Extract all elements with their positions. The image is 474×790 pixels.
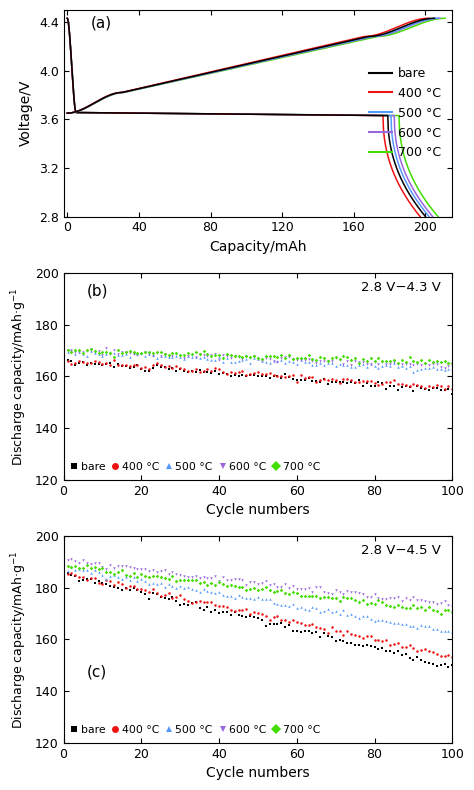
X-axis label: Cycle numbers: Cycle numbers <box>206 766 310 781</box>
Text: (c): (c) <box>87 664 107 679</box>
Y-axis label: Discharge capacity/mAh·g$^{-1}$: Discharge capacity/mAh·g$^{-1}$ <box>10 550 29 728</box>
Legend: bare, 400 °C, 500 °C, 600 °C, 700 °C: bare, 400 °C, 500 °C, 600 °C, 700 °C <box>69 460 322 474</box>
Text: (b): (b) <box>87 283 109 298</box>
Text: 2.8 V−4.5 V: 2.8 V−4.5 V <box>361 544 441 557</box>
Y-axis label: Voltage/V: Voltage/V <box>19 80 33 146</box>
Legend: bare, 400 °C, 500 °C, 600 °C, 700 °C: bare, 400 °C, 500 °C, 600 °C, 700 °C <box>69 723 322 737</box>
Text: (a): (a) <box>91 16 112 31</box>
Y-axis label: Discharge capacity/mAh·g$^{-1}$: Discharge capacity/mAh·g$^{-1}$ <box>10 287 29 465</box>
X-axis label: Cycle numbers: Cycle numbers <box>206 503 310 517</box>
X-axis label: Capacity/mAh: Capacity/mAh <box>209 240 307 254</box>
Legend: bare, 400 °C, 500 °C, 600 °C, 700 °C: bare, 400 °C, 500 °C, 600 °C, 700 °C <box>364 62 446 164</box>
Text: 2.8 V−4.3 V: 2.8 V−4.3 V <box>361 281 441 294</box>
